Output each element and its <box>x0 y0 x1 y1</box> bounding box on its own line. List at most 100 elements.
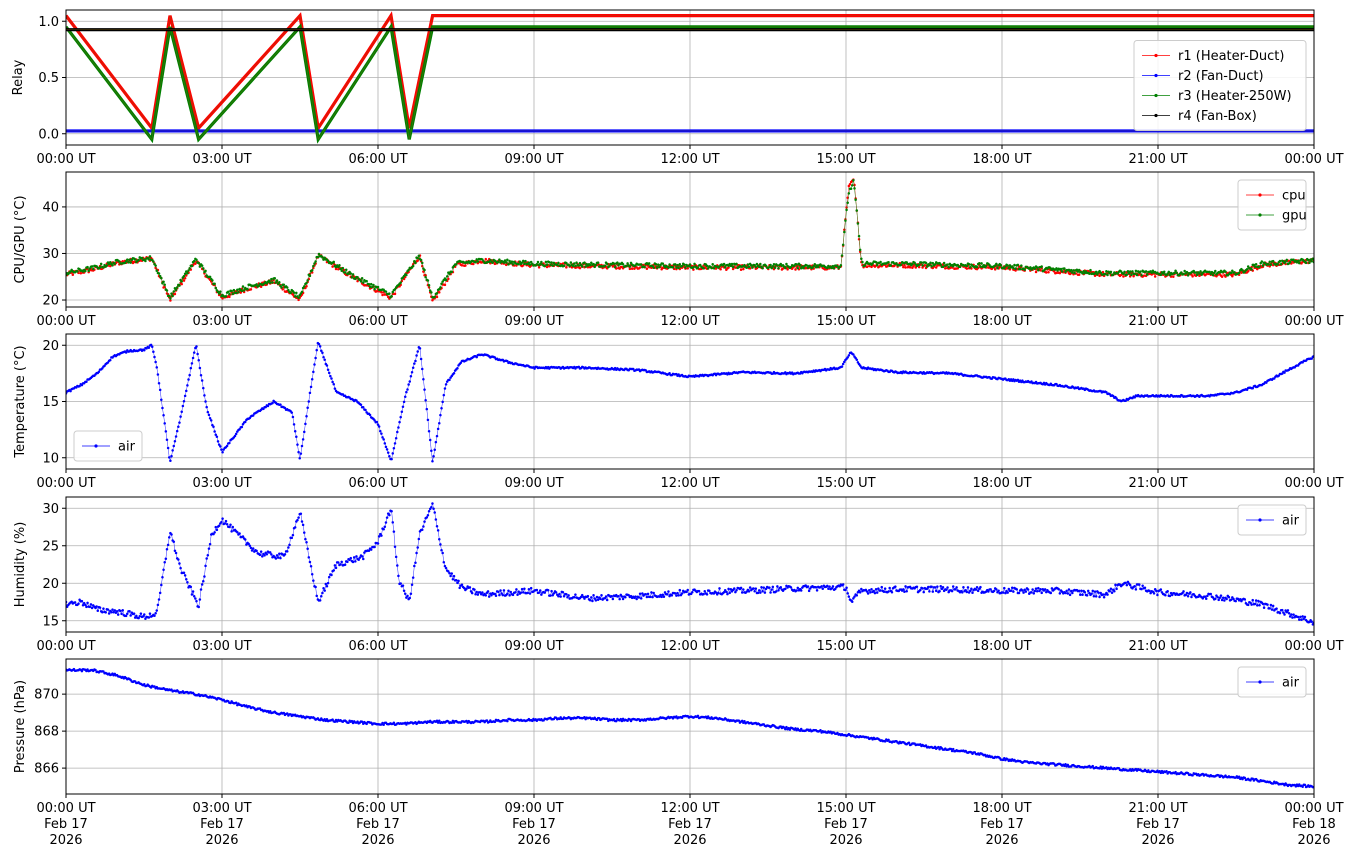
series-air-point <box>81 603 85 607</box>
series-gpu-point <box>710 266 713 270</box>
series-gpu-point <box>843 230 846 234</box>
series-air-point <box>1081 593 1084 597</box>
series-air-point <box>844 588 847 592</box>
series-air-point <box>109 358 112 362</box>
series-gpu-point <box>419 258 423 262</box>
series-air-point <box>507 589 510 593</box>
series-air-point <box>768 586 771 589</box>
series-air-point <box>843 360 846 364</box>
series-air-point <box>224 519 228 523</box>
series-gpu-point <box>1260 260 1264 263</box>
series-air-point <box>1094 595 1098 598</box>
series-air-point <box>1066 592 1070 595</box>
series-gpu-point <box>661 262 665 265</box>
series-cpu-point <box>731 267 735 271</box>
series-air-point <box>691 591 694 594</box>
series-air-point <box>1271 604 1275 608</box>
series-gpu-point <box>435 291 439 295</box>
series-air-point <box>98 606 102 609</box>
series-air-point <box>847 595 851 598</box>
series-gpu-point <box>369 282 373 286</box>
series-air-point <box>1164 593 1167 597</box>
series-air-point <box>415 551 418 555</box>
series-gpu-point <box>1105 270 1108 273</box>
series-air-point <box>258 553 262 557</box>
series-gpu-point <box>1128 270 1132 273</box>
series-air-point <box>178 421 181 424</box>
series-air-point <box>196 352 199 356</box>
y-tick-label: 40 <box>42 200 59 215</box>
series-air-point <box>312 579 315 582</box>
series-gpu-point <box>430 291 433 294</box>
series-gpu-point <box>503 259 507 262</box>
series-gpu-point <box>836 265 839 268</box>
series-gpu-point <box>895 262 898 265</box>
series-air-point <box>406 388 409 391</box>
series-gpu-point <box>1139 270 1142 273</box>
series-air-point <box>182 399 186 403</box>
series-air-point <box>1169 591 1173 595</box>
x-tick-label: 03:00 UT <box>192 314 251 329</box>
series-air-point <box>1148 589 1151 593</box>
series-air-point <box>971 591 974 594</box>
series-gpu-point <box>1279 263 1283 266</box>
series-air-point <box>320 595 323 598</box>
x-tick-label: 15:00 UT <box>816 476 875 491</box>
series-air-point <box>442 561 446 564</box>
x-tick-label: 18:00 UT <box>972 314 1031 329</box>
series-gpu-point <box>680 264 684 268</box>
series-air-point <box>498 593 501 597</box>
series-air-point <box>1253 602 1257 606</box>
series-air-point <box>487 595 491 598</box>
series-gpu-point <box>148 255 152 258</box>
series-air-point <box>86 601 89 605</box>
series-air-point <box>259 550 263 553</box>
series-air-point <box>167 456 171 459</box>
series-gpu-point <box>557 261 560 265</box>
series-air-point <box>675 594 678 597</box>
series-air-point <box>199 588 203 591</box>
series-air-point <box>406 594 409 598</box>
series-gpu-point <box>675 266 678 269</box>
series-gpu-point <box>523 262 526 266</box>
series-air-point <box>722 590 726 594</box>
series-gpu-point <box>1111 273 1115 276</box>
series-air-point <box>922 590 925 594</box>
series-air-point <box>263 554 266 557</box>
series-gpu-point <box>211 279 214 282</box>
series-air-point <box>1291 616 1294 619</box>
series-gpu-point <box>1174 269 1177 272</box>
series-air-point <box>312 370 315 374</box>
series-cpu-point <box>460 264 464 267</box>
series-gpu-point <box>133 258 137 261</box>
series-air-point <box>1170 593 1174 597</box>
series-gpu-point <box>939 263 942 266</box>
series-air-point <box>1124 581 1127 585</box>
legend-swatch-marker <box>1154 93 1158 98</box>
series-gpu-point <box>1012 266 1015 270</box>
series-air-point <box>110 611 113 614</box>
series-air-point <box>1266 603 1269 606</box>
series-air-point <box>659 593 662 597</box>
series-air-point <box>174 551 178 555</box>
series-gpu-point <box>784 266 787 270</box>
series-air-point <box>214 433 218 437</box>
series-air-point <box>860 587 863 591</box>
series-air-point <box>172 444 176 448</box>
series-gpu-point <box>1304 261 1308 265</box>
series-air-point <box>565 593 568 596</box>
series-cpu-point <box>173 292 177 296</box>
series-gpu-point <box>941 265 945 269</box>
series-air-point <box>434 440 438 444</box>
series-gpu-point <box>911 262 914 266</box>
series-gpu-point <box>87 269 90 273</box>
series-air-point <box>163 561 166 564</box>
series-air-point <box>987 590 990 593</box>
series-gpu-point <box>305 281 308 285</box>
series-air-point <box>814 586 818 589</box>
series-gpu-point <box>676 263 679 267</box>
series-air-point <box>661 593 665 596</box>
series-gpu-point <box>295 291 298 295</box>
series-air-points <box>66 667 1314 789</box>
series-gpu-point <box>271 281 274 284</box>
